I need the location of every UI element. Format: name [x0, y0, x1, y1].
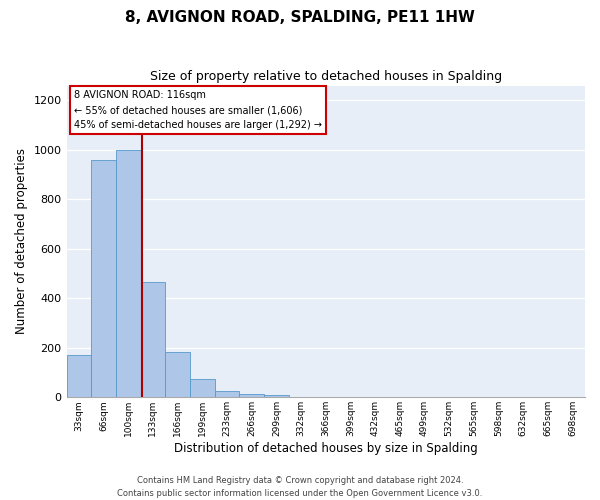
- Bar: [165, 352, 190, 398]
- Text: 8, AVIGNON ROAD, SPALDING, PE11 1HW: 8, AVIGNON ROAD, SPALDING, PE11 1HW: [125, 10, 475, 25]
- Bar: [67, 355, 91, 398]
- Y-axis label: Number of detached properties: Number of detached properties: [15, 148, 28, 334]
- Text: 8 AVIGNON ROAD: 116sqm
← 55% of detached houses are smaller (1,606)
45% of semi-: 8 AVIGNON ROAD: 116sqm ← 55% of detached…: [74, 90, 322, 130]
- Bar: [190, 378, 215, 398]
- X-axis label: Distribution of detached houses by size in Spalding: Distribution of detached houses by size …: [174, 442, 478, 455]
- Bar: [215, 391, 239, 398]
- Bar: [91, 160, 116, 398]
- Text: Contains HM Land Registry data © Crown copyright and database right 2024.
Contai: Contains HM Land Registry data © Crown c…: [118, 476, 482, 498]
- Bar: [140, 282, 165, 398]
- Bar: [116, 150, 140, 398]
- Title: Size of property relative to detached houses in Spalding: Size of property relative to detached ho…: [150, 70, 502, 83]
- Bar: [239, 394, 264, 398]
- Bar: [264, 395, 289, 398]
